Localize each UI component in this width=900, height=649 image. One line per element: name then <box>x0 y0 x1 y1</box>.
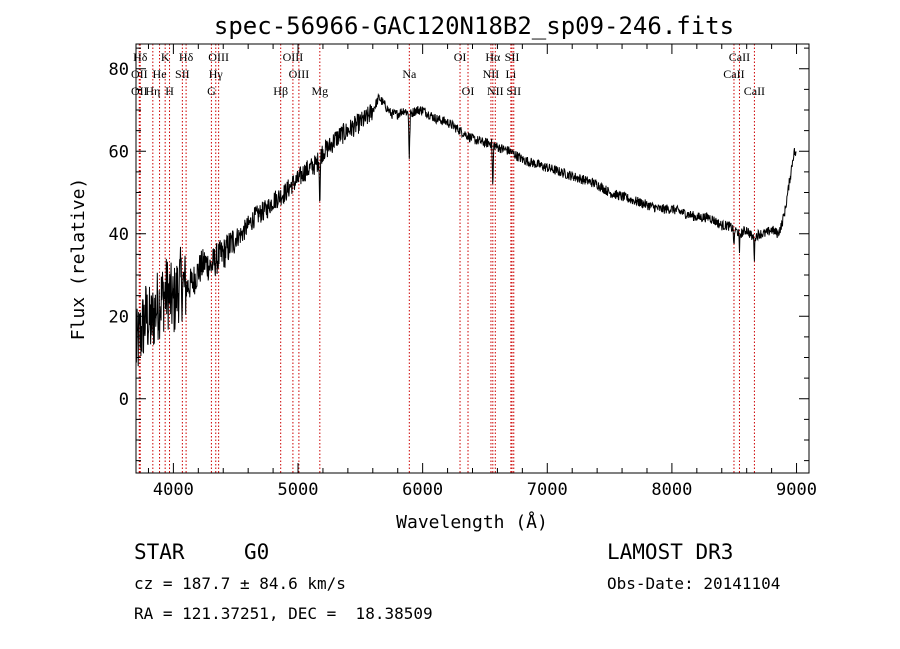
spectral-line-label: NII <box>487 84 504 98</box>
chart-title: spec-56966-GAC120N18B2_sp09-246.fits <box>214 12 734 40</box>
spectral-line-label: Na <box>402 67 417 81</box>
axis-ticks <box>136 44 809 473</box>
spectral-line-label: H <box>165 84 174 98</box>
spectral-line-label: G <box>207 84 216 98</box>
axis-tick-labels: 4000 5000 6000 7000 8000 9000 0 20 40 60 80 <box>109 60 817 500</box>
y-tick-label: 60 <box>109 142 129 162</box>
x-tick-label: 4000 <box>153 480 194 500</box>
spectral-line-label: OII <box>131 84 148 98</box>
y-tick-label: 20 <box>109 307 129 327</box>
x-tick-label: 7000 <box>527 480 568 500</box>
spectral-line-label: CaII <box>723 67 744 81</box>
spectral-line-label: K <box>161 50 170 64</box>
spectrum-line <box>135 92 797 367</box>
spectral-line-label: OIII <box>289 67 310 81</box>
x-tick-label: 5000 <box>278 480 319 500</box>
x-axis-label: Wavelength (Å) <box>396 511 548 533</box>
spectral-line-label: Li <box>506 67 517 81</box>
y-tick-label: 40 <box>109 225 129 245</box>
spectrum-layer <box>135 92 797 367</box>
spectral-line-label: Hα <box>485 50 501 64</box>
x-tick-label: 8000 <box>651 480 692 500</box>
spectral-line-label: Mg <box>311 84 328 98</box>
spectral-line-label: He <box>153 67 167 81</box>
plot-frame <box>135 43 810 474</box>
spectral-line-label: SII <box>506 84 521 98</box>
x-tick-label: 6000 <box>402 480 443 500</box>
spectral-line-label: OI <box>462 84 475 98</box>
spectral-line-label: Hη <box>145 84 160 98</box>
object-class: STAR <box>134 540 185 564</box>
y-axis-label: Flux (relative) <box>68 178 89 341</box>
spectral-line-label: NII <box>483 67 500 81</box>
spectral-line-label: CaII <box>729 50 750 64</box>
spectral-line-label: Hδ <box>179 50 194 64</box>
spectral-line-label: OIII <box>208 50 229 64</box>
y-tick-label: 80 <box>109 60 129 80</box>
redshift-velocity: cz = 187.7 ± 84.6 km/s <box>134 574 346 593</box>
spectral-line-label: OIII <box>283 50 304 64</box>
spectral-line-label: OI <box>454 50 467 64</box>
x-tick-label: 9000 <box>776 480 817 500</box>
spectral-line-label: SII <box>175 67 190 81</box>
spectral-line-label: SII <box>505 50 520 64</box>
spectral-line-label: CaII <box>744 84 765 98</box>
y-tick-label: 0 <box>119 390 129 410</box>
survey-name: LAMOST DR3 <box>607 540 734 564</box>
spectral-line-label: Hγ <box>209 67 224 81</box>
observation-date: Obs-Date: 20141104 <box>607 574 781 593</box>
spectral-line-label: Hβ <box>273 84 288 98</box>
spectral-line-markers <box>138 44 755 473</box>
object-subclass: G0 <box>244 540 270 564</box>
coordinates: RA = 121.37251, DEC = 18.38509 <box>134 604 433 623</box>
spectral-line-label: Hδ <box>133 50 148 64</box>
spectral-line-label: OII <box>131 67 148 81</box>
